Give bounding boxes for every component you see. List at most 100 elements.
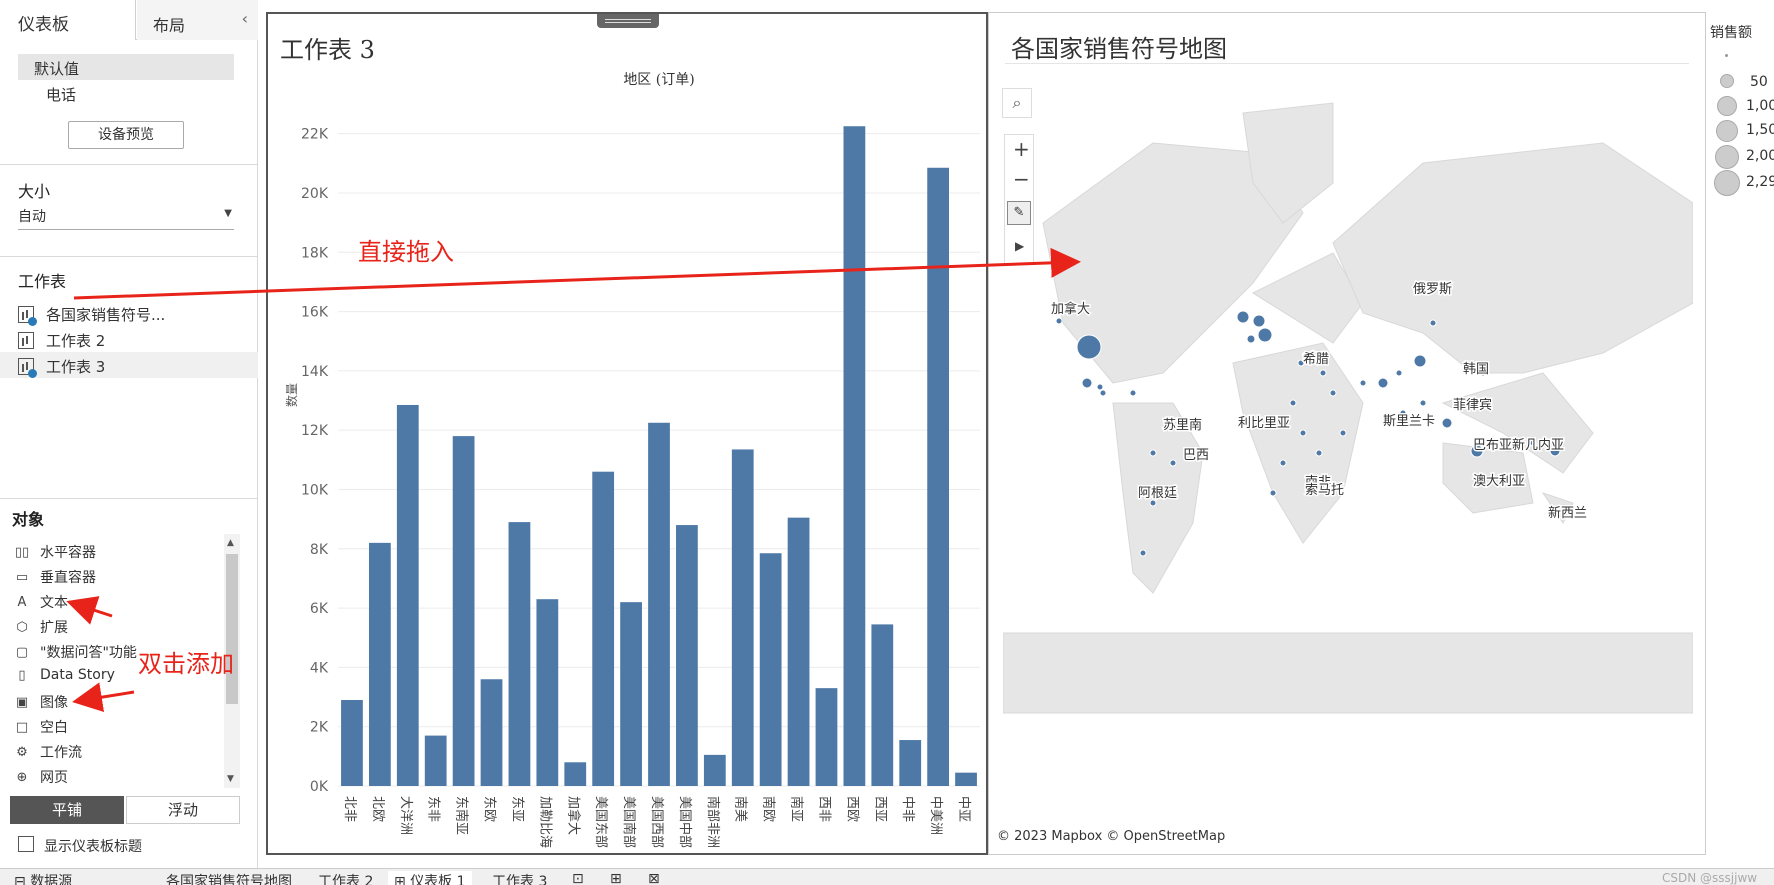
- bar-chart[interactable]: 地区 (订单) 数量 0K 2K 4K 6K 8K 10K 12K 14K 16K 18K 20K 22K…: [268, 64, 986, 854]
- bar: [620, 602, 642, 786]
- land: [1332, 142, 1693, 374]
- object-extension[interactable]: ⬡ 扩展: [14, 617, 68, 637]
- sales-symbol: [1549, 445, 1561, 457]
- object-web-page[interactable]: ⊕ 网页: [14, 767, 68, 787]
- drag-handle[interactable]: [597, 14, 659, 28]
- sales-symbol: [1315, 449, 1323, 457]
- scroll-down-icon[interactable]: ▼: [227, 774, 234, 784]
- bar: [424, 735, 447, 786]
- watermark: CSDN @sssjjww: [1662, 871, 1758, 885]
- x-tick-label: 美国南部: [621, 796, 637, 848]
- sales-symbol: [1269, 489, 1277, 497]
- new-dashboard-icon[interactable]: ⊞: [610, 871, 622, 885]
- land: [1242, 102, 1334, 224]
- x-tick-label: 东南亚: [454, 796, 470, 835]
- zoom-out-icon[interactable]: −: [1013, 167, 1030, 191]
- x-tick-label: 南欧: [761, 796, 777, 822]
- device-preview-button[interactable]: 设备预览: [68, 121, 184, 149]
- object-workflow[interactable]: ⚙ 工作流: [14, 742, 82, 762]
- map-sheet-zone[interactable]: 各国家销售符号地图 加拿大 俄罗斯 韩国 菲律宾 希腊 利比里亚 斯里兰卡 苏里南 巴西 巴布亚新…: [988, 12, 1706, 855]
- tab-data-source[interactable]: ⊟ 数据源: [8, 871, 78, 885]
- sales-symbol: [1279, 459, 1287, 467]
- objects-scrollbar[interactable]: ▲ ▼: [224, 534, 240, 788]
- country-label: 巴西: [1183, 448, 1209, 463]
- device-default-item[interactable]: 默认值: [18, 54, 234, 80]
- sheet-tab[interactable]: 工作表 2: [318, 874, 374, 885]
- country-label: 利比里亚: [1238, 416, 1290, 431]
- object-text[interactable]: A 文本: [14, 592, 68, 612]
- divider: [0, 498, 258, 499]
- object-horizontal-container[interactable]: ▯▯ 水平容器: [14, 544, 96, 562]
- size-select[interactable]: 自动 ▼: [18, 206, 234, 230]
- legend-label: 50: [1750, 74, 1768, 90]
- workflow-icon: ⚙: [16, 744, 28, 760]
- dashboard-side-panel: 仪表板 布局 ‹ 默认值 电话 设备预览 大小 自动 ▼ 工作表 各国家销售符号…: [0, 0, 258, 868]
- sales-symbol: [1096, 383, 1104, 391]
- bar: [536, 599, 559, 786]
- x-tick-label: 东非: [426, 796, 441, 822]
- country-label: 菲律宾: [1453, 397, 1492, 413]
- y-tick-label: 20K: [301, 186, 329, 202]
- worksheet-item[interactable]: 各国家销售符号...: [18, 304, 165, 326]
- bar: [927, 167, 950, 786]
- sales-symbol: [1441, 417, 1453, 429]
- sales-symbol: [1252, 314, 1266, 328]
- tab-dashboard[interactable]: 仪表板: [0, 0, 136, 40]
- x-tick-label: 南亚: [789, 796, 805, 822]
- new-worksheet-icon[interactable]: ⊡: [572, 871, 584, 885]
- y-tick-label: 2K: [310, 720, 329, 736]
- bar: [731, 449, 754, 786]
- scrollbar-thumb[interactable]: [226, 554, 238, 704]
- chevron-left-icon[interactable]: ‹: [241, 9, 248, 28]
- sheet-tab[interactable]: 工作表 3: [492, 874, 548, 885]
- sales-symbol: [1129, 389, 1137, 397]
- sales-symbol: [1329, 389, 1337, 397]
- sales-symbol: [1246, 334, 1256, 344]
- zoom-in-icon[interactable]: +: [1013, 137, 1030, 161]
- object-image[interactable]: ▣ 图像: [15, 694, 68, 712]
- sales-symbol: [1149, 449, 1157, 457]
- land: [1541, 492, 1574, 524]
- worksheet-item[interactable]: 工作表 3: [18, 356, 105, 378]
- tiled-button[interactable]: 平铺: [10, 796, 124, 824]
- bar: [843, 126, 866, 786]
- worksheet-item[interactable]: 工作表 2: [18, 330, 105, 351]
- sales-symbol: [1413, 354, 1427, 368]
- y-tick-label: 16K: [301, 305, 329, 321]
- object-data-story[interactable]: ▯ Data Story: [14, 667, 114, 683]
- tab-layout[interactable]: 布局 ‹: [137, 0, 258, 40]
- x-tick-label: 北欧: [370, 796, 385, 822]
- pin-map-icon[interactable]: ✎: [1007, 201, 1031, 225]
- map-tools: + − ✎ ▶: [1004, 134, 1034, 264]
- country-label: 加拿大: [1051, 301, 1090, 317]
- x-tick-label: 南部非洲: [705, 796, 721, 848]
- sheet-tab-active[interactable]: ⊞ 仪表板 1: [388, 871, 472, 885]
- chart-title: 地区 (订单): [623, 72, 694, 88]
- bar: [676, 525, 698, 786]
- x-tick-label: 西亚: [872, 796, 887, 822]
- country-label: 希腊: [1303, 352, 1329, 367]
- extension-icon: ⬡: [16, 619, 28, 635]
- sales-symbol: [1169, 459, 1177, 467]
- worksheet-3-zone[interactable]: 工作表 3 地区 (订单) 数量 0K 2K 4K 6K 8K 10K 12K 14K 16K 18K…: [266, 12, 988, 855]
- device-phone-item[interactable]: 电话: [46, 86, 77, 104]
- new-story-icon[interactable]: ⊠: [648, 871, 660, 885]
- map-search-icon[interactable]: ⌕: [1002, 88, 1032, 118]
- horizontal-container-icon: ▯▯: [14, 544, 30, 560]
- sheet-tab[interactable]: 各国家销售符号地图: [166, 874, 292, 885]
- object-ask-data[interactable]: ▢ "数据问答"功能: [15, 644, 137, 662]
- scroll-up-icon[interactable]: ▲: [227, 538, 234, 548]
- sales-symbol: [1297, 359, 1305, 367]
- show-title-checkbox[interactable]: [18, 836, 34, 852]
- bar: [341, 700, 363, 786]
- x-tick-label: 加拿大: [565, 796, 581, 835]
- object-blank[interactable]: □ 空白: [15, 719, 68, 737]
- object-vertical-container[interactable]: ▭ 垂直容器: [15, 569, 96, 587]
- sales-symbol: [1257, 327, 1273, 343]
- expand-tools-icon[interactable]: ▶: [1015, 239, 1025, 253]
- y-tick-label: 4K: [310, 660, 329, 676]
- sales-symbol: [1081, 377, 1093, 389]
- floating-button[interactable]: 浮动: [126, 796, 240, 824]
- chart-sheet-title: 工作表 3: [280, 36, 375, 64]
